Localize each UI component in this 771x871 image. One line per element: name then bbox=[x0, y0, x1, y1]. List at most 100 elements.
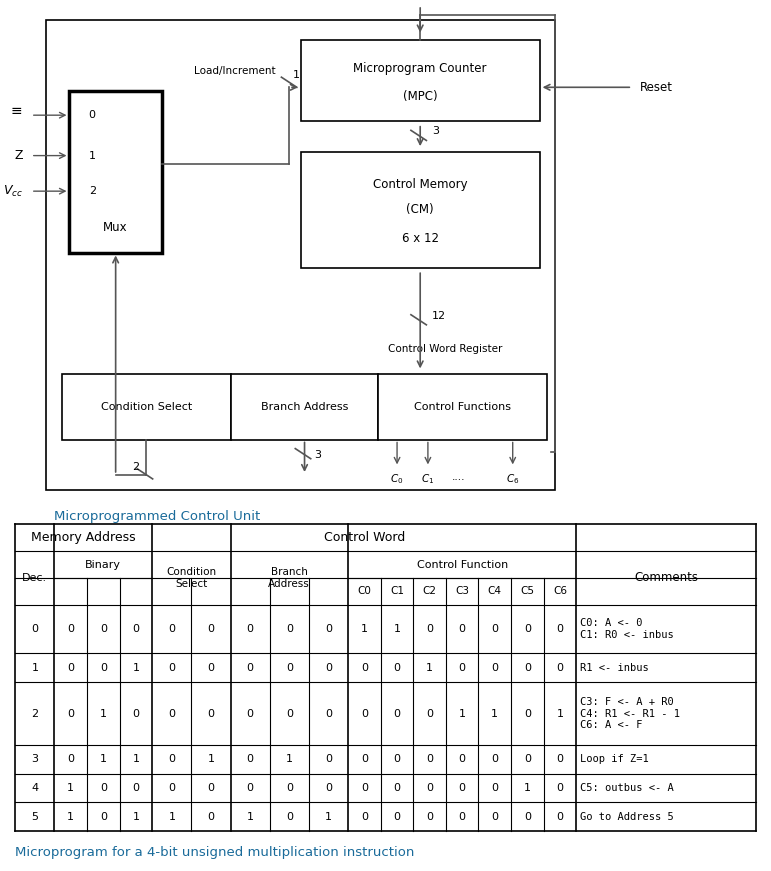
Text: C5: C5 bbox=[520, 586, 534, 597]
Text: 0: 0 bbox=[426, 624, 433, 634]
Text: Loop if Z=1: Loop if Z=1 bbox=[580, 754, 649, 765]
Text: 0: 0 bbox=[247, 624, 254, 634]
Text: 1: 1 bbox=[524, 783, 531, 793]
Text: $V_{cc}$: $V_{cc}$ bbox=[3, 184, 23, 199]
Text: 1: 1 bbox=[293, 70, 300, 79]
Text: 1: 1 bbox=[247, 812, 254, 821]
Text: 1: 1 bbox=[168, 812, 175, 821]
Text: 0: 0 bbox=[247, 708, 254, 719]
Text: 0: 0 bbox=[491, 783, 498, 793]
Text: 0: 0 bbox=[168, 663, 175, 672]
FancyBboxPatch shape bbox=[231, 374, 378, 440]
Text: Load/Increment: Load/Increment bbox=[194, 66, 276, 76]
Text: Comments: Comments bbox=[634, 571, 698, 584]
Text: $C_6$: $C_6$ bbox=[506, 472, 520, 486]
Text: 2: 2 bbox=[32, 708, 39, 719]
Text: 0: 0 bbox=[67, 754, 74, 765]
Text: Reset: Reset bbox=[640, 81, 673, 94]
Text: ....: .... bbox=[452, 472, 466, 483]
Text: 0: 0 bbox=[491, 663, 498, 672]
Text: 0: 0 bbox=[426, 708, 433, 719]
Text: Control Function: Control Function bbox=[416, 559, 508, 570]
Text: C0: C0 bbox=[358, 586, 371, 597]
Text: C5: outbus <- A: C5: outbus <- A bbox=[580, 783, 674, 793]
Text: 0: 0 bbox=[133, 783, 140, 793]
Text: C3: F <- A + R0
C4: R1 <- R1 - 1
C6: A <- F: C3: F <- A + R0 C4: R1 <- R1 - 1 C6: A <… bbox=[580, 697, 680, 730]
Text: 3: 3 bbox=[314, 449, 321, 460]
Text: 1: 1 bbox=[393, 624, 400, 634]
Text: C2: C2 bbox=[423, 586, 436, 597]
Text: 0: 0 bbox=[426, 812, 433, 821]
Text: 0: 0 bbox=[393, 663, 400, 672]
Text: 0: 0 bbox=[459, 783, 466, 793]
Text: 0: 0 bbox=[393, 812, 400, 821]
Text: Microprogrammed Control Unit: Microprogrammed Control Unit bbox=[54, 510, 261, 523]
Text: 0: 0 bbox=[491, 624, 498, 634]
Text: (CM): (CM) bbox=[406, 203, 434, 216]
Text: 2: 2 bbox=[89, 186, 96, 196]
Text: 1: 1 bbox=[491, 708, 498, 719]
Text: 0: 0 bbox=[99, 624, 107, 634]
Text: 0: 0 bbox=[89, 110, 96, 120]
Text: 0: 0 bbox=[168, 754, 175, 765]
Text: 3: 3 bbox=[432, 126, 439, 137]
Text: 0: 0 bbox=[325, 754, 332, 765]
Text: Control Word Register: Control Word Register bbox=[389, 343, 503, 354]
Text: 0: 0 bbox=[361, 663, 368, 672]
Text: 1: 1 bbox=[207, 754, 214, 765]
Text: 1: 1 bbox=[133, 754, 140, 765]
Text: 0: 0 bbox=[524, 663, 531, 672]
Text: 0: 0 bbox=[393, 783, 400, 793]
Text: 0: 0 bbox=[67, 663, 74, 672]
Text: 0: 0 bbox=[557, 624, 564, 634]
Text: 0: 0 bbox=[524, 754, 531, 765]
Text: 0: 0 bbox=[207, 663, 214, 672]
Text: $C_0$: $C_0$ bbox=[390, 472, 404, 486]
Text: 0: 0 bbox=[459, 663, 466, 672]
FancyBboxPatch shape bbox=[301, 152, 540, 267]
Text: 0: 0 bbox=[524, 708, 531, 719]
Text: 0: 0 bbox=[325, 663, 332, 672]
Text: 4: 4 bbox=[32, 783, 39, 793]
Text: 0: 0 bbox=[286, 663, 293, 672]
Text: 0: 0 bbox=[133, 624, 140, 634]
Text: 3: 3 bbox=[32, 754, 39, 765]
Text: 1: 1 bbox=[133, 663, 140, 672]
Text: 0: 0 bbox=[286, 624, 293, 634]
FancyBboxPatch shape bbox=[301, 40, 540, 121]
Text: C4: C4 bbox=[488, 586, 502, 597]
Text: 0: 0 bbox=[67, 624, 74, 634]
Text: 0: 0 bbox=[426, 754, 433, 765]
Text: 1: 1 bbox=[361, 624, 368, 634]
Text: 5: 5 bbox=[32, 812, 39, 821]
FancyBboxPatch shape bbox=[378, 374, 547, 440]
Text: 0: 0 bbox=[459, 624, 466, 634]
Text: C0: A <- 0
C1: R0 <- inbus: C0: A <- 0 C1: R0 <- inbus bbox=[580, 618, 674, 640]
Text: 1: 1 bbox=[325, 812, 332, 821]
Text: 0: 0 bbox=[426, 783, 433, 793]
Text: 0: 0 bbox=[491, 754, 498, 765]
Text: 1: 1 bbox=[67, 783, 74, 793]
Text: $C_1$: $C_1$ bbox=[421, 472, 435, 486]
Text: 0: 0 bbox=[459, 754, 466, 765]
Text: 1: 1 bbox=[32, 663, 39, 672]
Text: C6: C6 bbox=[553, 586, 567, 597]
Text: 12: 12 bbox=[432, 311, 446, 321]
Text: 0: 0 bbox=[67, 708, 74, 719]
Text: Condition
Select: Condition Select bbox=[167, 567, 217, 589]
Text: 0: 0 bbox=[207, 624, 214, 634]
Text: 0: 0 bbox=[361, 812, 368, 821]
Text: 0: 0 bbox=[557, 812, 564, 821]
Text: Control Word: Control Word bbox=[324, 531, 405, 544]
Text: 0: 0 bbox=[361, 754, 368, 765]
Text: 1: 1 bbox=[133, 812, 140, 821]
Text: 1: 1 bbox=[67, 812, 74, 821]
Text: 0: 0 bbox=[247, 754, 254, 765]
Text: Condition Select: Condition Select bbox=[101, 402, 192, 412]
Text: 0: 0 bbox=[325, 783, 332, 793]
Text: 0: 0 bbox=[557, 754, 564, 765]
Text: 0: 0 bbox=[133, 708, 140, 719]
Text: 1: 1 bbox=[459, 708, 466, 719]
Text: Branch Address: Branch Address bbox=[261, 402, 348, 412]
FancyBboxPatch shape bbox=[69, 91, 162, 253]
